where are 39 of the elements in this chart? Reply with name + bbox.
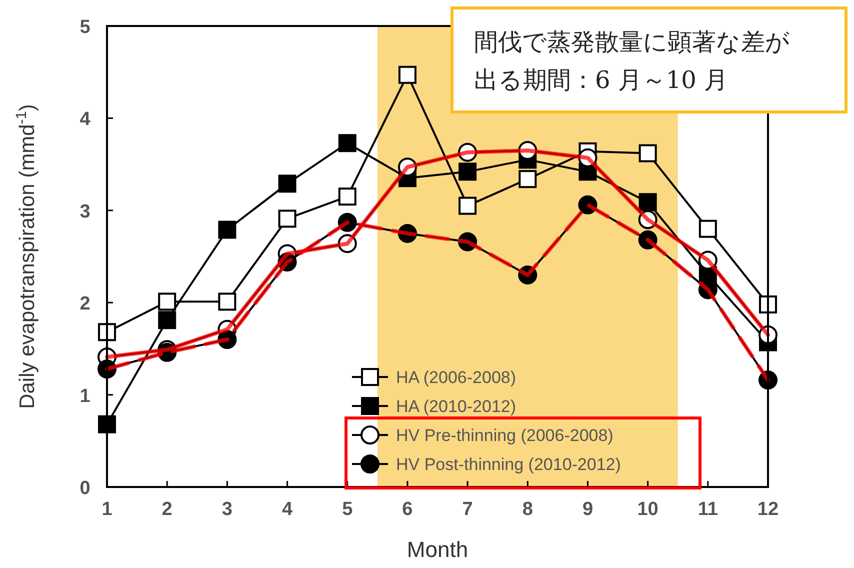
point (518, 170, 537, 188)
point (638, 193, 657, 212)
x-axis-title: Month (406, 537, 468, 562)
point (278, 174, 296, 193)
x-tick-label: 5 (342, 499, 354, 520)
x-tick-label: 10 (637, 499, 658, 520)
x-tick-label: 3 (222, 499, 232, 520)
y-tick-label: 4 (80, 109, 91, 130)
x-tick-label: 7 (462, 499, 473, 520)
point (338, 188, 356, 206)
point (98, 415, 116, 434)
y-tick-label: 5 (80, 17, 91, 38)
point (218, 292, 236, 311)
point (338, 134, 356, 152)
point (218, 220, 236, 239)
point (398, 66, 416, 84)
x-tick-label: 9 (582, 499, 594, 520)
legend-label: HA (2010-2012) (396, 397, 516, 416)
x-tick-label: 1 (102, 499, 113, 520)
legend-label: HA (2006-2008) (396, 368, 516, 387)
y-tick-label: 3 (80, 201, 90, 222)
point (458, 162, 477, 181)
legend-label: HV Post-thinning (2010-2012) (396, 455, 621, 474)
x-tick-label: 4 (282, 499, 293, 520)
point (698, 220, 717, 238)
x-tick-label: 8 (522, 499, 533, 520)
point (158, 311, 176, 330)
x-tick-label: 12 (757, 499, 779, 520)
y-tick-label: 0 (80, 478, 90, 499)
annotation: 間伐で蒸発散量に顕著な差が出る期間：6 月～10 月 (474, 28, 790, 94)
point (458, 196, 477, 215)
y-tick-label: 1 (80, 386, 91, 407)
y-tick-label: 2 (80, 294, 90, 315)
point (638, 144, 657, 162)
point (278, 210, 296, 228)
x-tick-label: 11 (698, 499, 718, 520)
x-tick-label: 6 (402, 499, 413, 520)
x-tick-label: 2 (162, 499, 172, 520)
legend-label: HV Pre-thinning (2006-2008) (396, 426, 614, 445)
